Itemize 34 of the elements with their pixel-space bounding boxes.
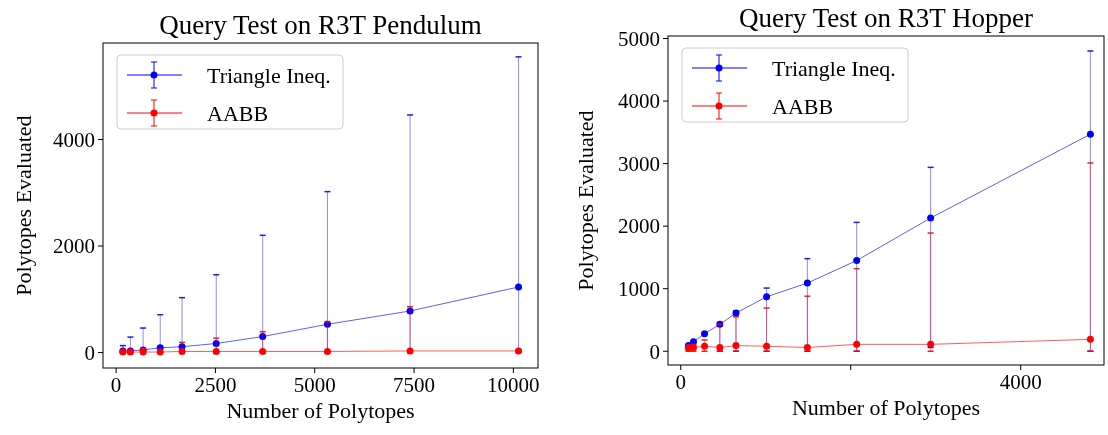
y-axis-title: Polytopes Evaluated (11, 115, 36, 296)
x-tick-label: 0 (675, 370, 686, 394)
y-tick-label: 2000 (618, 214, 660, 239)
y-tick-label: 4000 (53, 127, 95, 152)
point (763, 293, 771, 301)
y-axis-title: Polytopes Evaluated (573, 110, 598, 291)
legend-label: Triangle Ineq. (207, 62, 331, 88)
y-tick-label: 1000 (618, 277, 660, 302)
point (853, 340, 861, 348)
point (1086, 335, 1094, 343)
legend-label: AABB (772, 93, 834, 119)
y-tick-label: 4000 (618, 89, 660, 114)
chart-title: Query Test on R3T Pendulum (159, 10, 482, 40)
x-tick-label: 0 (110, 373, 122, 397)
point (1086, 130, 1094, 138)
point (853, 257, 861, 265)
point (515, 283, 523, 291)
x-tick-label: 5000 (293, 373, 336, 397)
y-tick-label: 2000 (53, 234, 95, 259)
x-tick-label: 4000 (999, 370, 1042, 394)
point (927, 214, 935, 222)
y-tick-label: 3000 (618, 151, 660, 176)
y-tick-label: 5000 (618, 26, 660, 51)
point (803, 279, 811, 287)
x-axis-title: Number of Polytopes (791, 395, 981, 420)
y-tick-label: 0 (84, 340, 95, 365)
x-tick-label: 10000 (487, 373, 540, 397)
legend-label: AABB (207, 100, 269, 126)
legend-label: Triangle Ineq. (772, 55, 896, 81)
x-axis-title: Number of Polytopes (226, 398, 415, 423)
chart-title: Query Test on R3T Hopper (738, 3, 1034, 33)
x-tick-label: 7500 (393, 373, 436, 397)
x-tick-label: 2500 (194, 373, 237, 397)
y-tick-label: 0 (649, 339, 660, 364)
